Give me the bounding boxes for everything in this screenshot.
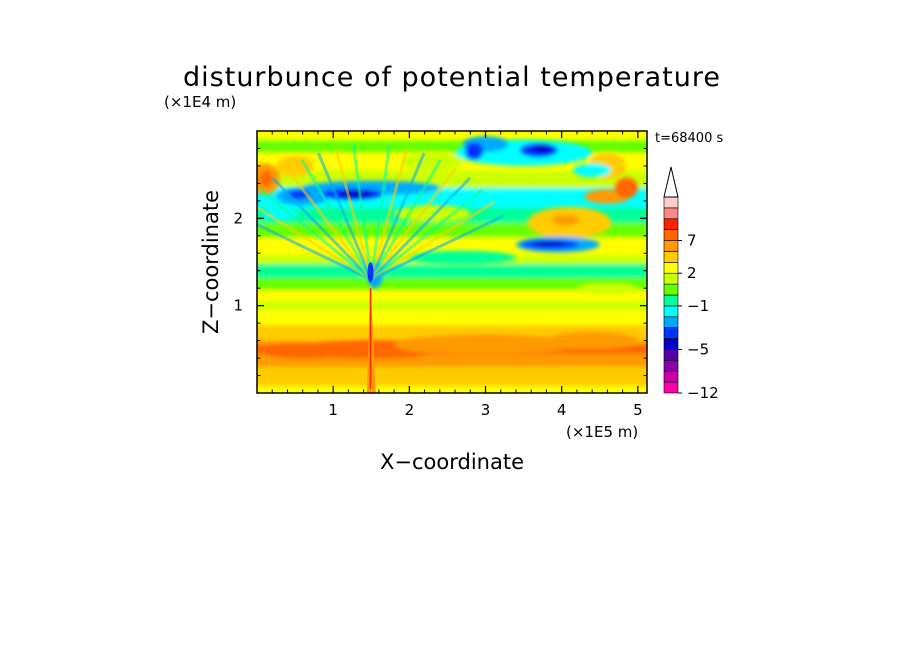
contour-anomaly bbox=[339, 190, 373, 198]
wave-ray bbox=[257, 222, 372, 281]
y-unit-label: (×1E4 m) bbox=[164, 93, 236, 111]
contour-band bbox=[257, 277, 647, 290]
wave-ray bbox=[370, 188, 484, 281]
colorbar-swatch bbox=[663, 272, 679, 285]
colorbar-swatch bbox=[663, 338, 679, 350]
contour-anomaly bbox=[615, 177, 638, 199]
contour-anomaly bbox=[464, 142, 484, 160]
y-tick-label: 2 bbox=[233, 209, 243, 227]
colorbar-swatch bbox=[663, 207, 679, 220]
contour-anomaly bbox=[409, 250, 516, 265]
contour-anomaly bbox=[551, 214, 580, 226]
contour-band bbox=[257, 366, 647, 387]
contour-anomaly bbox=[573, 163, 612, 178]
contour-band bbox=[257, 301, 647, 311]
contour-anomaly bbox=[394, 334, 577, 356]
x-tick-label: 4 bbox=[557, 401, 567, 419]
x-axis-label: X−coordinate bbox=[380, 450, 524, 474]
colorbar-extend-arrow bbox=[663, 166, 679, 198]
colorbar-tick-label: −5 bbox=[687, 340, 709, 358]
colorbar-tick-label: −12 bbox=[687, 384, 719, 402]
colorbar-swatch bbox=[663, 349, 679, 361]
contour-plot bbox=[257, 131, 647, 393]
contour-anomaly bbox=[264, 344, 341, 359]
contour-band bbox=[257, 289, 647, 302]
x-unit-label: (×1E5 m) bbox=[566, 423, 638, 441]
colorbar-swatch bbox=[663, 283, 679, 296]
wave-ray bbox=[271, 176, 373, 281]
wave-ray bbox=[285, 167, 373, 281]
x-tick-label: 2 bbox=[405, 401, 415, 419]
colorbar-swatch bbox=[663, 370, 679, 383]
wave-ray bbox=[369, 147, 409, 280]
colorbar-swatch bbox=[663, 381, 679, 394]
wave-ray bbox=[370, 167, 458, 281]
wave-ray bbox=[370, 176, 472, 281]
colorbar-swatch bbox=[663, 251, 679, 263]
colorbar: 7 2 −1 −5 −12 bbox=[663, 166, 719, 402]
y-tick-label: 1 bbox=[233, 297, 243, 315]
colorbar-swatch bbox=[663, 294, 679, 307]
wave-ray bbox=[258, 188, 373, 281]
wave-ray bbox=[257, 205, 373, 281]
x-tick-label: 1 bbox=[328, 401, 338, 419]
contour-band bbox=[257, 139, 647, 153]
mountain-cold-cap bbox=[367, 262, 374, 283]
contour-band bbox=[257, 131, 647, 140]
wave-ray bbox=[334, 147, 373, 280]
contour-anomaly bbox=[260, 171, 273, 187]
colorbar-tick-label: −1 bbox=[687, 297, 709, 315]
contour-anomaly bbox=[535, 241, 566, 247]
wave-ray bbox=[369, 145, 391, 280]
contour-band bbox=[257, 310, 647, 325]
colorbar-tick-label: 2 bbox=[687, 264, 697, 282]
colorbar-swatch bbox=[663, 218, 679, 230]
contour-anomaly bbox=[533, 144, 552, 153]
wave-ray bbox=[369, 158, 442, 281]
colorbar-swatch bbox=[663, 262, 679, 274]
x-tick-label: 3 bbox=[481, 401, 491, 419]
wave-ray bbox=[370, 214, 505, 281]
colorbar-swatch bbox=[663, 229, 679, 241]
chart-title: disturbunce of potential temperature bbox=[183, 62, 721, 93]
contour-band bbox=[257, 324, 647, 341]
wave-ray bbox=[317, 152, 373, 281]
contour-band bbox=[257, 263, 647, 278]
contour-anomaly bbox=[276, 155, 315, 177]
mountain-plume bbox=[366, 283, 376, 393]
plot-frame bbox=[256, 130, 648, 394]
colorbar-swatch bbox=[663, 240, 679, 252]
contour-band bbox=[257, 359, 647, 367]
colorbar-swatch bbox=[663, 316, 679, 328]
colorbar-swatch bbox=[663, 305, 679, 318]
wave-ray bbox=[370, 200, 495, 281]
x-tick-label: 5 bbox=[633, 401, 643, 419]
wave-ray bbox=[300, 158, 373, 281]
colorbar-swatch bbox=[663, 327, 679, 339]
colorbar-swatch bbox=[663, 360, 679, 372]
wave-ray bbox=[351, 145, 373, 280]
time-label: t=68400 s bbox=[655, 131, 723, 146]
y-axis-label: Z−coordinate bbox=[199, 190, 223, 334]
colorbar-tick-label: 7 bbox=[687, 232, 697, 250]
colorbar-swatch bbox=[663, 196, 679, 209]
wave-ray bbox=[369, 152, 426, 281]
contour-anomaly bbox=[546, 331, 638, 350]
contour-band bbox=[257, 386, 647, 393]
contour-anomaly bbox=[576, 282, 638, 294]
